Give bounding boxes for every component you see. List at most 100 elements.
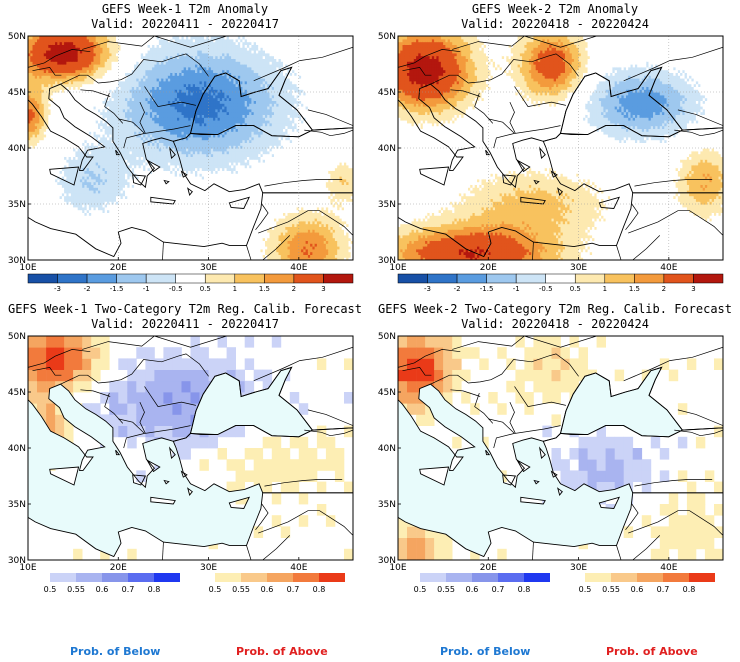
colorbar-swatch xyxy=(634,273,665,284)
colorbar-label: -3 xyxy=(424,285,431,293)
colorbar-swatch xyxy=(524,573,550,582)
colorbar-swatch xyxy=(323,273,354,284)
colorbar-label: -0.5 xyxy=(539,285,553,293)
colorbar-swatch xyxy=(267,573,293,582)
colorbar-label: -1 xyxy=(513,285,520,293)
prob-above-caption: Prob. of Above xyxy=(236,645,328,658)
lon-tick-label: 40E xyxy=(660,563,677,573)
colorbar-swatch xyxy=(154,573,180,582)
lat-tick-label: 40N xyxy=(8,144,26,154)
colorbar-label: 1.5 xyxy=(629,285,640,293)
colorbar-label: 0.6 xyxy=(631,585,644,594)
lon-tick-label: 20E xyxy=(110,563,127,573)
colorbar-swatch xyxy=(663,573,689,582)
lat-tick-label: 40N xyxy=(378,444,396,454)
panel-title: GEFS Week-2 Two-Category T2m Reg. Calib.… xyxy=(370,302,740,316)
above-colorbar: 0.5 0.55 0.6 0.7 0.8 xyxy=(209,573,345,594)
colorbar-label: 1 xyxy=(233,285,237,293)
colorbar-label: 0.5 xyxy=(579,585,592,594)
lon-tick-label: 30E xyxy=(570,263,587,273)
map-area xyxy=(398,336,723,560)
colorbar-swatch xyxy=(456,273,487,284)
lon-tick-label: 40E xyxy=(290,263,307,273)
lat-tick-label: 35N xyxy=(378,500,396,510)
colorbar-label: 1 xyxy=(603,285,607,293)
colorbar-label: 0.7 xyxy=(657,585,670,594)
colorbar-swatch xyxy=(76,573,102,582)
colorbar-swatch xyxy=(128,573,154,582)
lat-tick-label: 40N xyxy=(378,144,396,154)
lon-tick-label: 10E xyxy=(19,563,36,573)
colorbar-swatch xyxy=(604,273,635,284)
lat-tick-label: 45N xyxy=(8,388,26,398)
anomaly-field xyxy=(398,36,723,260)
colorbar-label: 0.8 xyxy=(313,585,326,594)
panel-title: GEFS Week-2 T2m Anomaly xyxy=(370,2,740,16)
colorbar-label: 2 xyxy=(662,285,666,293)
colorbar-label: -2 xyxy=(454,285,461,293)
colorbar-swatch xyxy=(427,273,458,284)
colorbar-swatch xyxy=(293,573,319,582)
colorbar-swatch xyxy=(515,273,546,284)
colorbar-swatch xyxy=(215,573,241,582)
colorbar-label: 1.5 xyxy=(259,285,270,293)
colorbar-label: 3 xyxy=(691,285,695,293)
colorbar-label: 0.5 xyxy=(414,585,427,594)
colorbar-label: -1.5 xyxy=(110,285,124,293)
lat-tick-label: 50N xyxy=(8,32,26,42)
colorbar-swatch xyxy=(264,273,295,284)
country-borders xyxy=(28,336,353,560)
colorbar-label: 0.7 xyxy=(287,585,300,594)
anomaly-colorbar: -3 -2 -1.5 -1 -0.5 0.5 1 1.5 2 3 xyxy=(27,273,354,293)
colorbar-swatch xyxy=(50,573,76,582)
colorbar-swatch xyxy=(486,273,517,284)
lat-tick-label: 50N xyxy=(378,32,396,42)
colorbar-swatch xyxy=(116,273,147,284)
lon-tick-label: 40E xyxy=(660,263,677,273)
colorbar-swatch xyxy=(397,273,428,284)
lat-tick-label: 45N xyxy=(378,88,396,98)
lat-tick-label: 50N xyxy=(378,332,396,342)
lon-tick-label: 30E xyxy=(570,563,587,573)
colorbar-swatch xyxy=(57,273,88,284)
lon-tick-label: 10E xyxy=(389,263,406,273)
colorbar-swatch xyxy=(472,573,498,582)
colorbar-label: 0.55 xyxy=(67,585,85,594)
lat-tick-label: 30N xyxy=(8,256,26,266)
lon-tick-label: 10E xyxy=(19,263,36,273)
country-borders xyxy=(28,36,353,260)
colorbar-swatch xyxy=(637,573,663,582)
coastlines xyxy=(398,336,723,560)
map-area xyxy=(28,336,353,560)
prob-below-caption: Prob. of Below xyxy=(440,645,530,658)
lat-tick-label: 45N xyxy=(8,88,26,98)
grid-lines xyxy=(28,36,353,260)
lat-tick-label: 35N xyxy=(378,200,396,210)
colorbar-swatch xyxy=(663,273,694,284)
lon-tick-label: 40E xyxy=(290,563,307,573)
colorbar-swatch xyxy=(693,273,724,284)
panel-week1-anomaly: GEFS Week-1 T2m Anomaly Valid: 20220411 … xyxy=(0,0,370,300)
country-borders xyxy=(398,36,723,260)
colorbar-label: 0.5 xyxy=(570,285,581,293)
lon-tick-label: 10E xyxy=(389,563,406,573)
lon-tick-label: 30E xyxy=(200,263,217,273)
colorbar-swatch xyxy=(498,573,524,582)
colorbar-label: 0.6 xyxy=(466,585,479,594)
colorbar-swatch xyxy=(545,273,576,284)
above-colorbar: 0.5 0.55 0.6 0.7 0.8 xyxy=(579,573,715,594)
map-area xyxy=(398,36,723,260)
colorbar-swatch xyxy=(234,273,265,284)
lat-tick-label: 40N xyxy=(8,444,26,454)
lon-tick-label: 30E xyxy=(200,563,217,573)
colorbar-label: 0.5 xyxy=(209,585,222,594)
prob-above-caption: Prob. of Above xyxy=(606,645,698,658)
anomaly-field xyxy=(28,36,353,260)
panel-subtitle: Valid: 20220411 - 20220417 xyxy=(0,317,370,331)
lat-tick-label: 50N xyxy=(8,332,26,342)
colorbar-swatch xyxy=(293,273,324,284)
colorbar-label: 0.8 xyxy=(683,585,696,594)
